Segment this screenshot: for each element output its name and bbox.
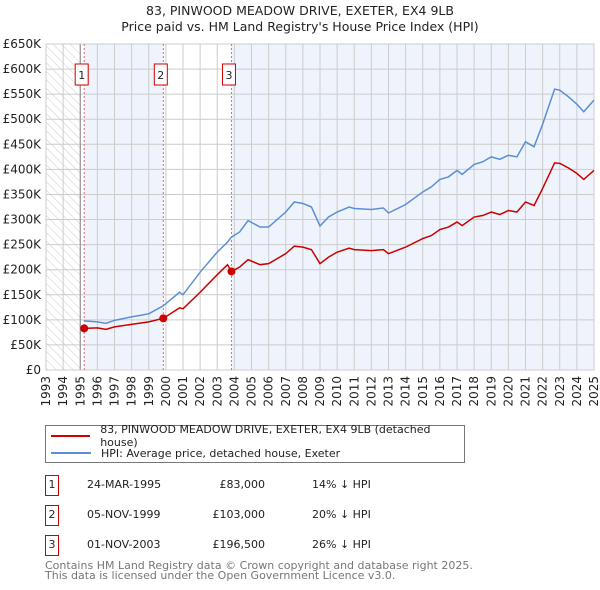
y-tick-label: £350K: [3, 187, 43, 201]
x-tick-label: 2025: [587, 376, 600, 407]
x-tick-label: 2016: [433, 376, 447, 407]
y-tick-label: £50K: [10, 338, 42, 352]
sale-point: [80, 324, 89, 333]
x-tick-label: 1999: [142, 376, 156, 407]
x-tick-label: 2020: [501, 376, 515, 407]
y-tick-label: £550K: [3, 87, 43, 101]
period-shade: [231, 44, 594, 370]
x-tick-label: 2015: [416, 376, 430, 407]
x-tick-label: 2009: [313, 376, 327, 407]
price-chart: £0 £50K £100K £150K £200K £250K £300K £350K £400…: [3, 37, 600, 407]
x-tick-label: 2001: [176, 376, 190, 407]
x-tick-label: 2011: [347, 376, 361, 407]
x-tick-label: 2012: [364, 376, 378, 407]
y-tick-label: £150K: [3, 288, 43, 302]
x-tick-label: 2008: [296, 376, 310, 407]
transaction-row: 2 05-NOV-1999 £103,000 20% ↓ HPI: [45, 505, 465, 527]
x-tick-label: 2021: [519, 376, 533, 407]
transaction-row: 3 01-NOV-2003 £196,500 26% ↓ HPI: [45, 535, 465, 557]
legend: 83, PINWOOD MEADOW DRIVE, EXETER, EX4 9L…: [45, 423, 465, 463]
y-tick-label: £100K: [3, 313, 43, 327]
legend-label: HPI: Average price, detached house, Exet…: [101, 446, 341, 460]
x-tick-label: 2013: [382, 376, 396, 407]
x-tick-label: 2019: [484, 376, 498, 407]
legend-item-property: 83, PINWOOD MEADOW DRIVE, EXETER, EX4 9L…: [51, 423, 464, 449]
x-tick-label: 2010: [330, 376, 344, 407]
plot-frame: [45, 43, 595, 371]
legend-label: 83, PINWOOD MEADOW DRIVE, EXETER, EX4 9L…: [100, 423, 431, 449]
transaction-number-badge: 2: [45, 505, 59, 526]
legend-item-hpi: HPI: Average price, detached house, Exet…: [51, 445, 340, 461]
transaction-price: £103,000: [212, 508, 266, 521]
sale-label: 1: [78, 69, 85, 82]
transaction-number-badge: 3: [45, 535, 59, 556]
x-tick-label: 1997: [108, 376, 122, 407]
chart-title: 83, PINWOOD MEADOW DRIVE, EXETER, EX4 9L…: [146, 3, 454, 18]
x-tick-label: 1996: [90, 376, 104, 407]
y-tick-label: £0: [26, 363, 41, 377]
y-tick-label: £500K: [3, 112, 43, 126]
transaction-date: 01-NOV-2003: [87, 538, 161, 551]
x-tick-label: 2006: [262, 376, 276, 407]
sale-point: [159, 314, 168, 323]
y-tick-label: £250K: [3, 238, 43, 252]
transaction-price: £196,500: [212, 538, 266, 551]
series-line: [84, 162, 595, 331]
sale-label-box: [74, 63, 89, 86]
transaction-number-badge: 1: [45, 475, 59, 496]
y-tick-label: £650K: [3, 37, 43, 51]
y-tick-label: £300K: [3, 213, 43, 227]
transaction-hpi-delta: 20% ↓ HPI: [312, 508, 371, 521]
y-tick-label: £450K: [3, 137, 43, 151]
x-tick-label: 2024: [570, 376, 584, 407]
x-tick-label: 2014: [399, 376, 413, 407]
x-tick-label: 2022: [536, 376, 550, 407]
x-tick-label: 2003: [210, 376, 224, 407]
sale-label: 3: [225, 69, 232, 82]
footer-line: Contains HM Land Registry data © Crown c…: [45, 559, 473, 572]
chart-subtitle: Price paid vs. HM Land Registry's House …: [121, 19, 479, 34]
sale-label-box: [153, 63, 168, 86]
x-tick-label: 1994: [56, 376, 70, 407]
x-tick-label: 2017: [450, 376, 464, 407]
x-tick-label: 2005: [245, 376, 259, 407]
transaction-date: 24-MAR-1995: [87, 478, 162, 491]
x-tick-label: 1998: [125, 376, 139, 407]
x-tick-label: 2023: [553, 376, 567, 407]
transaction-date: 05-NOV-1999: [87, 508, 161, 521]
transaction-hpi-delta: 26% ↓ HPI: [312, 538, 371, 551]
x-tick-label: 2002: [193, 376, 207, 407]
y-tick-label: £600K: [3, 62, 43, 76]
series-line: [84, 88, 595, 325]
x-tick-label: 2000: [159, 376, 173, 407]
x-tick-label: 1995: [73, 376, 87, 407]
sale-point: [227, 267, 236, 276]
legend-swatch-blue: [51, 452, 91, 454]
sale-label: 2: [157, 69, 164, 82]
footer: Contains HM Land Registry data © Crown c…: [45, 559, 473, 582]
legend-swatch-red: [51, 435, 91, 437]
x-tick-label: 2018: [467, 376, 481, 407]
transaction-price: £83,000: [219, 478, 266, 491]
x-tick-label: 2007: [279, 376, 293, 407]
y-tick-label: £400K: [3, 162, 43, 176]
y-tick-label: £200K: [3, 263, 43, 277]
footer-line: This data is licensed under the Open Gov…: [45, 569, 396, 582]
sale-label-box: [221, 63, 236, 86]
x-tick-label: 1993: [39, 376, 53, 407]
transaction-hpi-delta: 14% ↓ HPI: [312, 478, 371, 491]
x-tick-label: 2004: [227, 376, 241, 407]
transaction-row: 1 24-MAR-1995 £83,000 14% ↓ HPI: [45, 475, 465, 497]
